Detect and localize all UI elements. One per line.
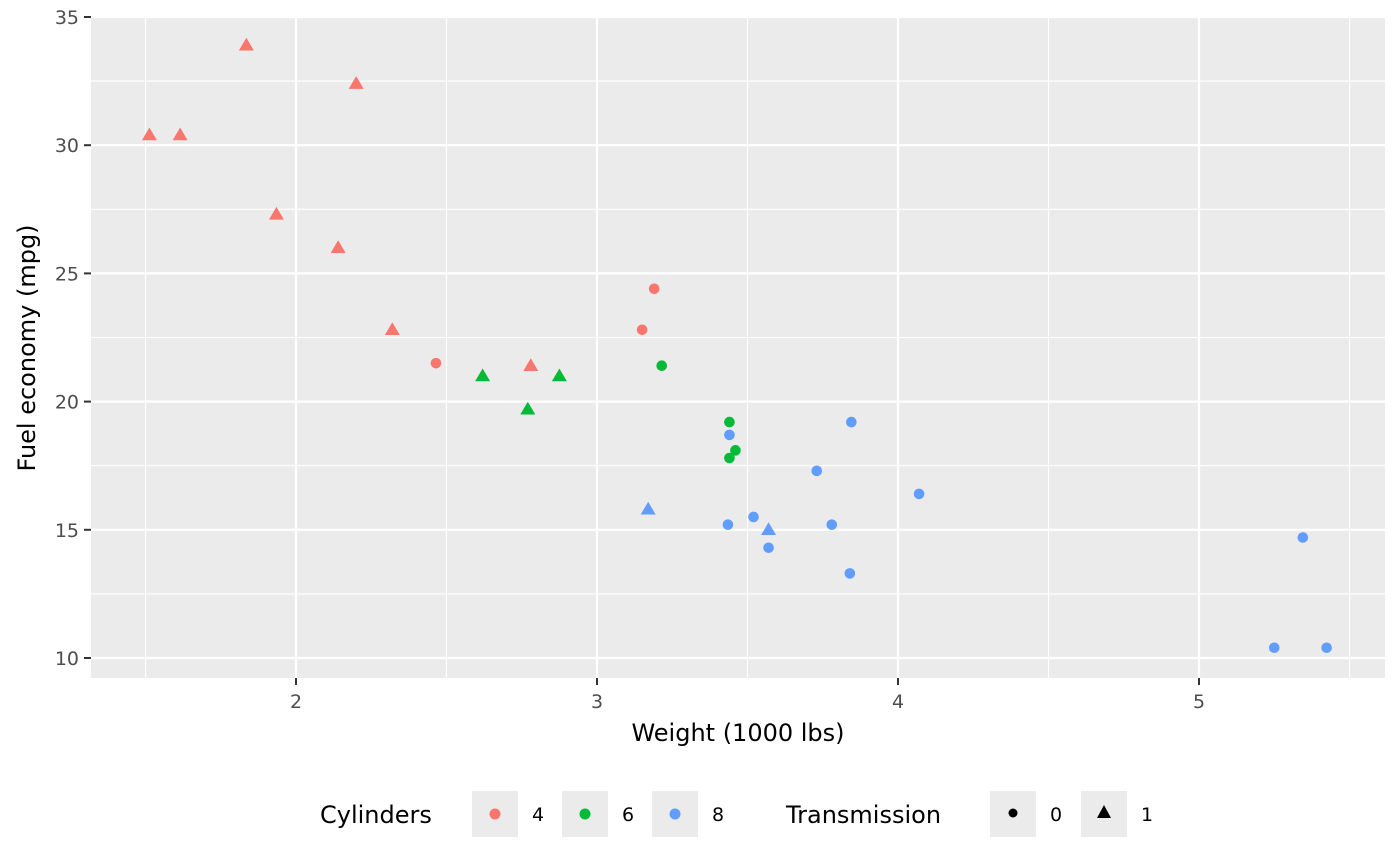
y-tick-label: 15 xyxy=(55,520,79,542)
y-axis: 10 15 20 25 30 35 xyxy=(55,7,91,670)
data-point-triangle xyxy=(640,501,656,515)
y-tick-label: 10 xyxy=(55,648,79,670)
y-axis-title: Fuel economy (mpg) xyxy=(13,224,41,471)
y-tick-label: 20 xyxy=(55,392,79,414)
data-point-triangle xyxy=(268,206,284,220)
data-point-circle xyxy=(1268,642,1280,654)
legend-label-cyl-8: 8 xyxy=(712,804,724,826)
data-point-circle xyxy=(730,445,741,456)
data-point-circle xyxy=(811,465,823,477)
major-gridlines xyxy=(91,15,1385,678)
data-point-triangle xyxy=(238,37,254,51)
y-tick-label: 25 xyxy=(55,263,79,285)
data-point-circle xyxy=(648,283,660,295)
x-tick-label: 4 xyxy=(892,691,904,713)
legend-circle-icon xyxy=(579,808,591,820)
minor-gridlines xyxy=(91,17,1385,678)
legend-label-cyl-4: 4 xyxy=(532,804,544,826)
legend-label-am-0: 0 xyxy=(1050,804,1062,826)
y-tick-label: 30 xyxy=(55,135,79,157)
y-tick-label: 35 xyxy=(55,7,79,29)
data-point-circle xyxy=(913,488,925,500)
data-point-triangle xyxy=(761,522,777,536)
x-axis: 2 3 4 5 xyxy=(290,678,1205,713)
legend-cylinders-title: Cylinders xyxy=(320,801,432,829)
legend-transmission-title: Transmission xyxy=(785,801,941,829)
data-point-circle xyxy=(826,519,838,530)
panel-background xyxy=(91,17,1385,678)
data-point-circle xyxy=(1321,642,1332,654)
data-point-circle xyxy=(724,429,735,441)
legend-circle-icon xyxy=(669,808,681,820)
data-point-circle xyxy=(430,357,442,369)
data-point-circle xyxy=(748,511,759,523)
plot-panel xyxy=(91,15,1385,678)
data-point-circle xyxy=(636,324,648,336)
data-point-circle xyxy=(763,542,774,554)
data-point-triangle xyxy=(523,358,539,371)
x-axis-ticks: 2 3 4 5 xyxy=(290,678,1205,713)
data-point-circle xyxy=(724,416,735,428)
legend-circle-icon xyxy=(489,808,501,820)
y-axis-ticks: 10 15 20 25 30 35 xyxy=(55,7,91,670)
data-point-triangle xyxy=(172,127,188,141)
data-point-circle xyxy=(846,416,857,428)
x-tick-label: 3 xyxy=(591,691,603,713)
data-point-triangle xyxy=(520,401,536,415)
data-point-circle xyxy=(1297,532,1309,543)
x-tick-label: 2 xyxy=(290,691,302,713)
legend: Cylinders 4 6 8 Transmission 0 1 xyxy=(320,791,1153,837)
data-point-triangle xyxy=(384,322,400,336)
data-point-triangle xyxy=(475,368,491,382)
legend-triangle-icon xyxy=(1097,805,1111,818)
legend-label-am-1: 1 xyxy=(1141,804,1153,826)
legend-circle-icon xyxy=(1008,808,1018,818)
data-point-triangle xyxy=(141,127,157,141)
legend-transmission: Transmission 0 1 xyxy=(785,791,1153,837)
data-point-triangle xyxy=(551,368,567,382)
data-point-circle xyxy=(844,568,856,579)
data-point-circle xyxy=(724,452,735,464)
data-point-circle xyxy=(656,360,668,372)
data-point-triangle xyxy=(330,240,346,254)
x-axis-title: Weight (1000 lbs) xyxy=(631,719,844,747)
data-point-triangle xyxy=(348,76,364,89)
data-points xyxy=(141,37,1332,654)
legend-cylinders: Cylinders 4 6 8 xyxy=(320,791,724,837)
legend-label-cyl-6: 6 xyxy=(622,804,634,826)
x-tick-label: 5 xyxy=(1193,691,1205,713)
data-point-circle xyxy=(722,519,734,530)
